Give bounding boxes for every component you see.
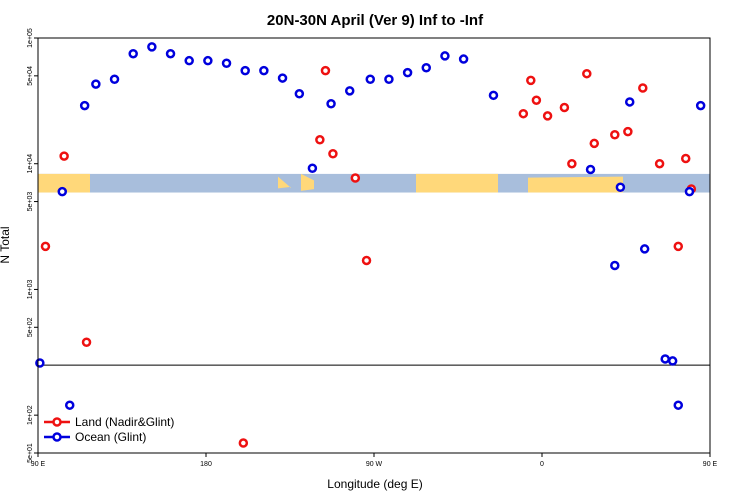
ocean-point-34	[684, 186, 695, 197]
y-tick-label-3: 1e+03	[27, 280, 34, 300]
ocean-point-19	[365, 74, 376, 84]
legend-entry-land: Land (Nadir&Glint)	[44, 415, 174, 429]
y-axis-label: N Total	[0, 226, 12, 263]
land-point-15	[582, 68, 592, 79]
legend-entry-ocean: Ocean (Glint)	[44, 430, 146, 444]
map-land-4	[528, 176, 623, 193]
land-point-20	[654, 158, 665, 169]
land-point-4	[315, 135, 325, 145]
land-point-22	[680, 153, 691, 164]
land-point-2	[81, 337, 92, 348]
ocean-point-8	[165, 48, 176, 59]
land-point-17	[610, 129, 620, 140]
land-point-18	[623, 126, 633, 137]
map-land-2	[301, 173, 314, 191]
map-land-1	[278, 176, 291, 189]
ocean-point-13	[259, 65, 269, 76]
map-land-3	[416, 173, 498, 193]
ocean-point-3	[79, 100, 90, 111]
land-point-1	[59, 151, 69, 161]
ocean-point-24	[458, 54, 469, 64]
land-point-3	[238, 438, 249, 448]
ocean-point-22	[421, 62, 432, 73]
ocean-point-31	[660, 354, 670, 364]
ocean-point-18	[344, 86, 355, 96]
ocean-point-15	[294, 89, 305, 99]
y-tick-label-0: 5e+01	[27, 443, 34, 463]
ocean-point-6	[128, 48, 138, 59]
ocean-point-11	[221, 58, 232, 68]
ocean-point-9	[184, 55, 194, 66]
map-land-0	[38, 173, 90, 193]
ocean-point-1	[57, 186, 68, 197]
land-point-19	[638, 83, 648, 93]
land-point-12	[542, 111, 553, 121]
ocean-point-12	[240, 65, 250, 76]
ocean-point-7	[147, 42, 157, 52]
land-point-21	[673, 241, 684, 252]
ocean-point-26	[585, 164, 596, 175]
ocean-point-21	[402, 67, 413, 78]
ocean-point-4	[91, 79, 101, 89]
x-tick-label-4: 90 E	[703, 461, 718, 468]
land-point-9	[531, 95, 542, 105]
y-tick-label-6: 5e+04	[27, 66, 34, 86]
y-tick-label-5: 1e+04	[27, 154, 34, 174]
ocean-point-30	[639, 244, 650, 254]
ocean-point-25	[488, 90, 499, 101]
legend-marker-ocean	[52, 432, 62, 442]
ocean-point-17	[326, 98, 336, 109]
y-tick-label-4: 5e+03	[27, 192, 34, 212]
legend-label-ocean: Ocean (Glint)	[75, 430, 146, 444]
y-tick-label-7: 1e+05	[27, 28, 34, 48]
data-points	[35, 42, 706, 448]
land-point-11	[526, 75, 536, 86]
ocean-point-16	[307, 163, 318, 174]
ocean-point-33	[673, 400, 684, 410]
x-tick-label-1: 180	[200, 461, 212, 468]
legend-marker-land	[52, 417, 62, 427]
ocean-point-29	[624, 97, 635, 107]
legend-label-land: Land (Nadir&Glint)	[75, 415, 174, 429]
ocean-point-35	[695, 100, 706, 111]
x-tick-label-2: 90 W	[366, 461, 383, 468]
ocean-point-2	[64, 400, 75, 410]
y-tick-label-1: 1e+02	[27, 405, 34, 425]
ocean-point-27	[610, 260, 620, 271]
land-point-6	[328, 149, 338, 159]
land-point-10	[518, 108, 529, 119]
x-tick-label-3: 0	[540, 461, 544, 468]
land-point-14	[567, 158, 577, 169]
ocean-point-0	[35, 358, 45, 368]
axis-ticks: 90 E 180 90 W 0 90 E5e+011e+025e+021e+035e+0…	[27, 28, 718, 468]
land-point-13	[559, 102, 570, 113]
plot-frame	[37, 37, 711, 454]
ocean-point-20	[384, 74, 394, 84]
ocean-point-10	[203, 55, 213, 66]
ocean-point-23	[440, 51, 450, 61]
y-tick-label-2: 5e+02	[27, 317, 34, 337]
land-point-0	[40, 241, 51, 252]
ocean-point-32	[667, 356, 678, 366]
legend: Land (Nadir&Glint) Ocean (Glint)	[44, 415, 174, 444]
land-point-16	[589, 138, 600, 149]
chart-title: 20N-30N April (Ver 9) Inf to -Inf	[267, 12, 484, 29]
ocean-point-5	[109, 74, 120, 84]
ocean-point-28	[615, 182, 626, 192]
world-map-band	[38, 173, 710, 193]
land-point-7	[350, 173, 361, 183]
x-axis-label: Longitude (deg E)	[327, 477, 422, 491]
x-tick-label-0: 90 E	[31, 461, 46, 468]
land-point-8	[361, 255, 372, 266]
ocean-point-14	[277, 73, 288, 83]
land-point-5	[320, 65, 331, 76]
